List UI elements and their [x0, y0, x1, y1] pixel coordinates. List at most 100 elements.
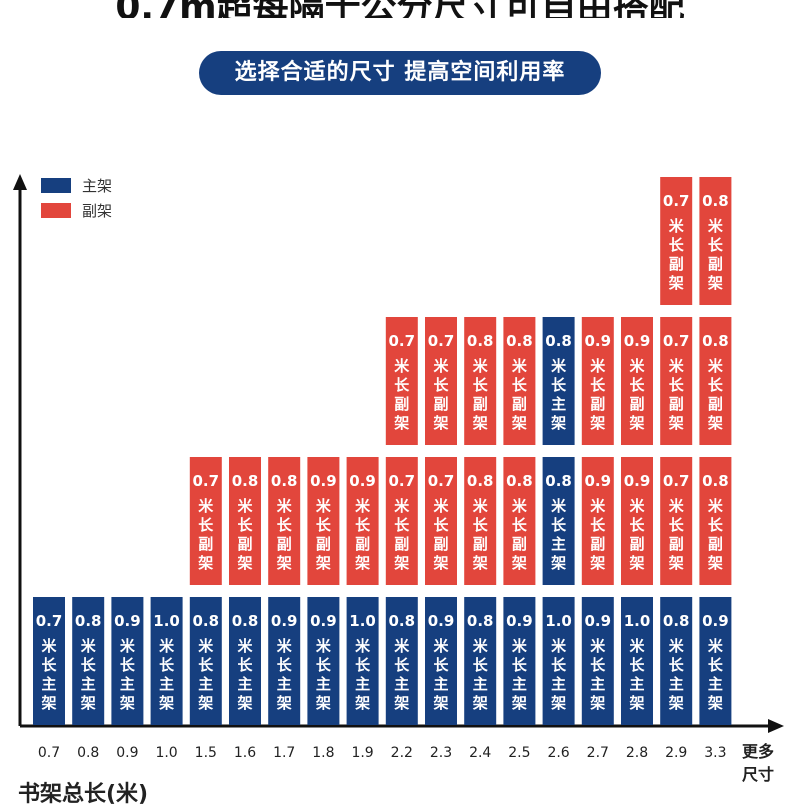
bar-size-label: 0.9 — [114, 612, 141, 630]
bar-type-char: 架 — [393, 554, 409, 572]
bar-type-char: 主 — [316, 675, 331, 693]
bar-size-label: 0.8 — [75, 612, 102, 630]
bar-type-char: 架 — [628, 694, 644, 712]
x-tick-label: 2.9 — [665, 745, 687, 761]
bar-type-char: 架 — [315, 554, 331, 572]
bar-type-char: 长 — [669, 516, 685, 534]
bar-type-char: 架 — [707, 414, 723, 432]
bar-rect — [189, 597, 222, 725]
bar-type-char: 主 — [159, 675, 174, 693]
bar-rect — [699, 597, 732, 725]
bar-type-char: 主 — [355, 675, 370, 693]
bar-type-char: 米 — [669, 357, 685, 375]
bar-type-char: 副 — [669, 395, 684, 413]
bar-rect — [385, 597, 418, 725]
bar-type-char: 米 — [590, 357, 606, 375]
bar-type-char: 架 — [550, 694, 566, 712]
bar-type-char: 长 — [81, 656, 97, 674]
bar-type-char: 米 — [473, 497, 489, 515]
bar-type-char: 长 — [316, 656, 332, 674]
x-tick-label: 2.2 — [391, 745, 413, 761]
bar-rect — [503, 457, 536, 585]
x-axis-label: 书架总长(米) — [18, 782, 149, 807]
bar-type-char: 长 — [198, 656, 214, 674]
bar-type-char: 副 — [198, 535, 213, 553]
bar-type-char: 架 — [119, 694, 135, 712]
bar-rect — [268, 597, 301, 725]
bar-type-char: 米 — [669, 217, 685, 235]
bar-type-char: 米 — [629, 637, 645, 655]
bar-type-char: 副 — [355, 535, 370, 553]
bar-type-char: 副 — [708, 535, 723, 553]
bar-size-label: 0.8 — [506, 472, 533, 490]
bar-type-char: 米 — [394, 637, 410, 655]
bar-rect — [699, 457, 732, 585]
bar-type-char: 长 — [473, 376, 489, 394]
bar-type-char: 架 — [354, 694, 370, 712]
bar-type-char: 米 — [551, 637, 567, 655]
bar-size-label: 0.7 — [193, 472, 220, 490]
bar-type-char: 长 — [41, 656, 57, 674]
bar-type-char: 副 — [708, 255, 723, 273]
bar-size-label: 0.8 — [545, 332, 572, 350]
bar-size-label: 0.8 — [702, 192, 729, 210]
bar-type-char: 副 — [433, 535, 448, 553]
bar-size-label: 1.0 — [153, 612, 180, 630]
bar-type-char: 架 — [432, 694, 448, 712]
bar-type-char: 长 — [551, 656, 567, 674]
x-tick-label: 0.8 — [77, 745, 99, 761]
bar-size-label: 0.8 — [702, 472, 729, 490]
bar-type-char: 米 — [394, 497, 410, 515]
bar-type-char: 架 — [511, 694, 527, 712]
bar-type-char: 副 — [394, 535, 409, 553]
bar-rect — [660, 457, 693, 585]
x-tick-labels: 0.7 0.8 0.9 1.0 1.5 1.6 1.7 1.8 1.9 2.2 2.3 2.4 2.5 2… — [38, 745, 727, 761]
bar-type-char: 架 — [472, 414, 488, 432]
bar-type-char: 副 — [708, 395, 723, 413]
bar-rect — [660, 597, 693, 725]
bar-type-char: 主 — [551, 395, 566, 413]
bar-type-char: 架 — [354, 554, 370, 572]
bar-size-label: 0.7 — [389, 472, 416, 490]
chart-bars: 0.7米长主架0.8米长主架0.9米长主架1.0米长主架0.8米长主架0.7米长… — [33, 177, 732, 725]
bar-size-label: 0.9 — [585, 612, 612, 630]
bar-type-char: 副 — [629, 395, 644, 413]
bar-size-label: 0.7 — [663, 332, 690, 350]
bar-type-char: 长 — [512, 516, 528, 534]
bar-type-char: 副 — [473, 395, 488, 413]
bar-size-label: 0.9 — [585, 332, 612, 350]
bar-type-char: 架 — [276, 694, 292, 712]
bar-type-char: 长 — [120, 656, 136, 674]
bar-rect — [503, 597, 536, 725]
bar-type-char: 米 — [473, 357, 489, 375]
bar-type-char: 主 — [590, 675, 605, 693]
bar-type-char: 米 — [355, 637, 371, 655]
bar-type-char: 长 — [512, 656, 528, 674]
bar-type-char: 主 — [120, 675, 135, 693]
bar-type-char: 长 — [355, 516, 371, 534]
bar-type-char: 米 — [198, 637, 214, 655]
more-sizes-label-line2: 尺寸 — [742, 765, 774, 784]
bar-type-char: 米 — [237, 637, 253, 655]
bar-type-char: 米 — [551, 357, 567, 375]
x-tick-label: 1.5 — [195, 745, 217, 761]
bar-type-char: 米 — [629, 357, 645, 375]
legend-label: 主架 — [82, 177, 112, 195]
bar-size-label: 0.8 — [271, 472, 298, 490]
